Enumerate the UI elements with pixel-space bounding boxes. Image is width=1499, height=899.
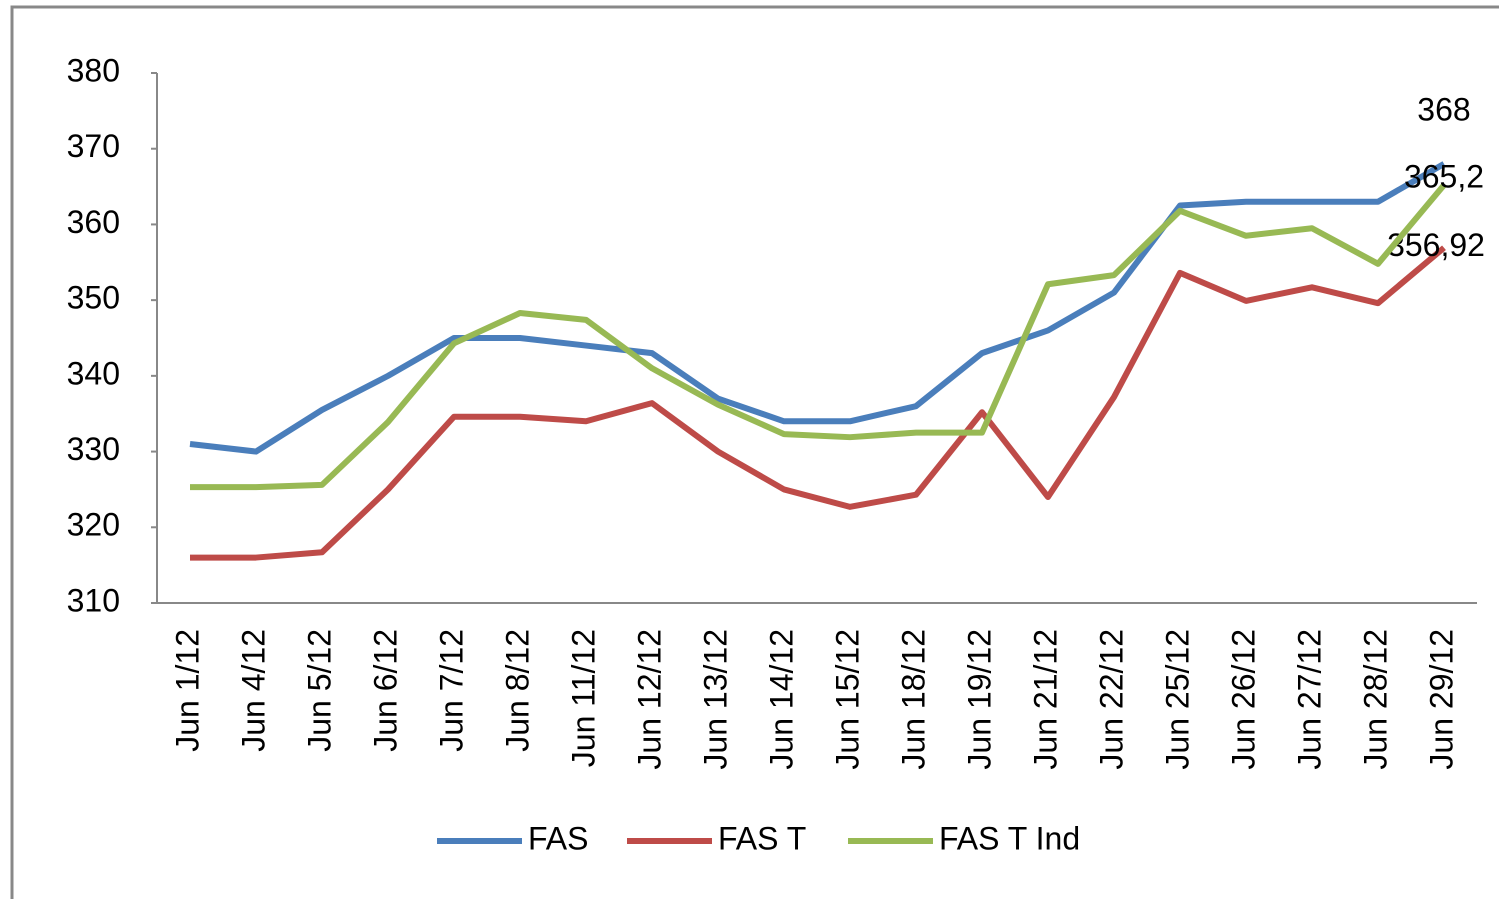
x-tick-label: Jun 5/12: [301, 629, 337, 752]
x-tick-label: Jun 19/12: [961, 629, 997, 770]
x-tick-label: Jun 21/12: [1027, 629, 1063, 770]
x-tick-label: Jun 29/12: [1423, 629, 1459, 770]
y-tick-label: 380: [67, 52, 120, 88]
y-tick-label: 330: [67, 431, 120, 467]
x-tick-label: Jun 11/12: [565, 629, 601, 767]
chart-frame: [10, 5, 1499, 899]
y-tick-label: 360: [67, 204, 120, 240]
x-tick-label: Jun 1/12: [169, 629, 205, 752]
y-tick-label: 310: [67, 582, 120, 618]
y-tick-label: 370: [67, 128, 120, 164]
series-line: [190, 183, 1447, 491]
series-line: [190, 245, 1446, 561]
x-tick-label: Jun 13/12: [697, 629, 733, 770]
y-tick-label: 320: [67, 507, 120, 543]
x-tick-label: Jun 4/12: [235, 629, 271, 752]
x-tick-label: Jun 18/12: [895, 629, 931, 770]
x-tick-label: Jun 28/12: [1357, 629, 1393, 770]
x-tick-label: Jun 22/12: [1093, 629, 1129, 770]
y-tick-label: 340: [67, 355, 120, 391]
data-label: 365,2: [1404, 159, 1484, 195]
x-tick-label: Jun 25/12: [1159, 629, 1195, 770]
data-label: 368: [1417, 91, 1470, 127]
x-tick-label: Jun 15/12: [829, 629, 865, 770]
legend-label: FAS T: [718, 820, 806, 856]
y-tick-label: 350: [67, 280, 120, 316]
x-tick-label: Jun 8/12: [499, 629, 535, 752]
x-tick-label: Jun 7/12: [433, 629, 469, 752]
x-tick-label: Jun 6/12: [367, 629, 403, 752]
x-tick-label: Jun 14/12: [763, 629, 799, 770]
legend-label: FAS T Ind: [939, 820, 1080, 856]
legend-label: FAS: [528, 820, 588, 856]
x-tick-label: Jun 12/12: [631, 629, 667, 770]
series-line: [189, 161, 1446, 455]
x-tick-label: Jun 26/12: [1225, 629, 1261, 770]
x-tick-label: Jun 27/12: [1291, 629, 1327, 770]
